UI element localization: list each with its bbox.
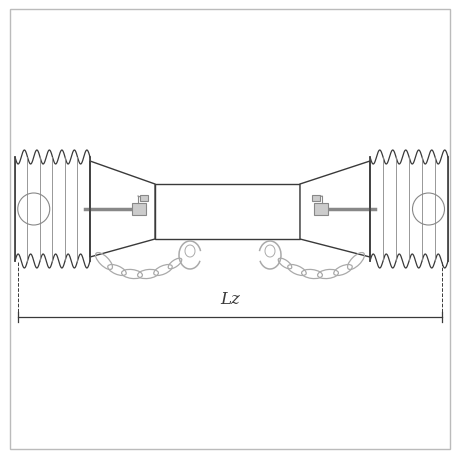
Bar <box>313 203 327 216</box>
Polygon shape <box>299 162 369 257</box>
Text: Lz: Lz <box>220 291 239 308</box>
Bar <box>155 185 299 240</box>
Bar <box>311 196 319 202</box>
Polygon shape <box>90 162 155 257</box>
Bar <box>140 196 148 202</box>
Bar <box>132 203 146 216</box>
